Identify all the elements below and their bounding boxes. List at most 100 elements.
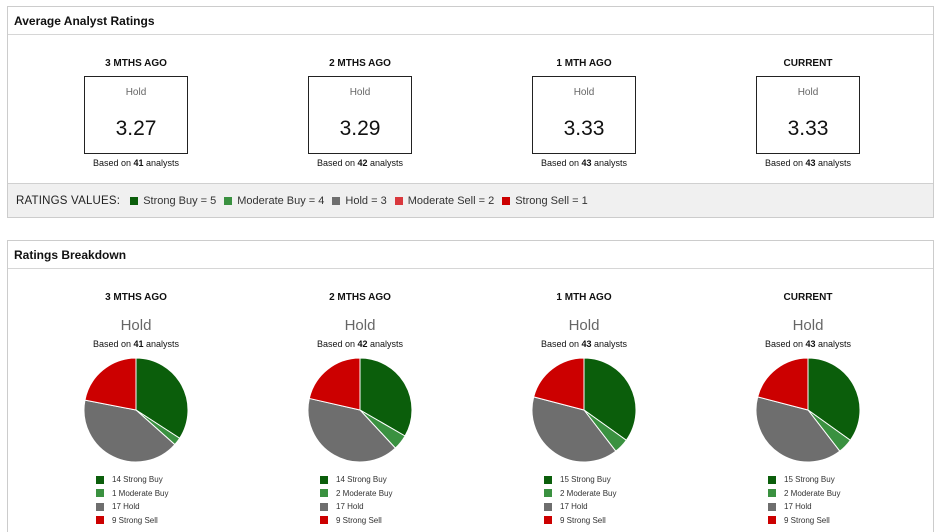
pie-slice-strong-sell bbox=[533, 357, 585, 411]
rating-label: Hold bbox=[349, 87, 371, 98]
rating-box: Hold 3.27 bbox=[84, 76, 188, 154]
ratings-values-legend: RATINGS VALUES: Strong Buy = 5 Moderate … bbox=[8, 183, 933, 217]
pie-slice-strong-sell bbox=[308, 357, 361, 411]
breakdown-rating: Hold bbox=[344, 317, 376, 334]
analyst-count-text: Based on 41 analysts bbox=[92, 158, 180, 168]
period-title: 3 MTHS AGO bbox=[105, 58, 167, 69]
pie-legend-item-strong-buy: 14 Strong Buy bbox=[96, 473, 186, 487]
rating-value: 3.33 bbox=[787, 117, 829, 140]
swatch bbox=[502, 196, 511, 205]
pie-legend-item-moderate-buy: 2 Moderate Buy bbox=[768, 487, 858, 501]
pie-legend-item-hold: 17 Hold bbox=[544, 500, 634, 514]
swatch bbox=[320, 516, 328, 525]
breakdown-column-2-months: 2 MTHS AGO Hold Based on 42 analysts 14 … bbox=[270, 291, 450, 527]
pie-legend: 15 Strong Buy 2 Moderate Buy 17 Hold 9 Stro… bbox=[768, 473, 858, 527]
legend-item-moderate-sell: Moderate Sell = 2 bbox=[394, 195, 494, 207]
pie-legend: 15 Strong Buy 2 Moderate Buy 17 Hold 9 Stro… bbox=[544, 473, 634, 527]
legend-label: 17 Hold bbox=[784, 502, 812, 512]
legend-label: 17 Hold bbox=[112, 502, 140, 512]
pie-chart bbox=[755, 357, 861, 463]
analyst-count-text: Based on 43 analysts bbox=[764, 158, 852, 168]
legend-label: 9 Strong Sell bbox=[560, 515, 606, 525]
pie-slice-hold bbox=[531, 396, 617, 463]
analyst-count-text: Based on 42 analysts bbox=[316, 339, 404, 349]
pie-slice-hold bbox=[83, 399, 176, 463]
swatch bbox=[544, 502, 552, 511]
rating-label: Hold bbox=[573, 87, 595, 98]
swatch bbox=[96, 489, 104, 498]
analyst-count-text: Based on 43 analysts bbox=[764, 339, 852, 349]
swatch bbox=[96, 475, 104, 484]
pie-legend-item-strong-sell: 9 Strong Sell bbox=[544, 514, 634, 528]
pie-slice-strong-sell bbox=[84, 357, 137, 411]
rating-label: Hold bbox=[125, 87, 147, 98]
period-title: 1 MTH AGO bbox=[556, 292, 612, 303]
breakdown-rating: Hold bbox=[792, 317, 824, 334]
pie-legend-item-moderate-buy: 2 Moderate Buy bbox=[544, 487, 634, 501]
pie-legend: 14 Strong Buy 1 Moderate Buy 17 Hold 9 Stro… bbox=[96, 473, 186, 527]
swatch bbox=[96, 516, 104, 525]
swatch bbox=[332, 196, 341, 205]
breakdown-column-3-months: 3 MTHS AGO Hold Based on 41 analysts 14 … bbox=[46, 291, 226, 527]
swatch bbox=[96, 502, 104, 511]
pie-slice-strong-buy bbox=[583, 357, 637, 441]
avg-column-3-months: 3 MTHS AGO Hold 3.27 Based on 41 analyst… bbox=[46, 57, 226, 168]
period-title: CURRENT bbox=[783, 58, 833, 69]
pie-legend-item-hold: 17 Hold bbox=[320, 500, 410, 514]
breakdown-rating: Hold bbox=[568, 317, 600, 334]
analyst-count-text: Based on 41 analysts bbox=[92, 339, 180, 349]
swatch bbox=[768, 475, 776, 484]
pie-legend-item-hold: 17 Hold bbox=[768, 500, 858, 514]
pie-legend-item-strong-sell: 9 Strong Sell bbox=[96, 514, 186, 528]
legend-label: 9 Strong Sell bbox=[112, 515, 158, 525]
rating-value: 3.27 bbox=[115, 117, 157, 140]
legend-label: 15 Strong Buy bbox=[560, 475, 611, 485]
swatch bbox=[394, 196, 403, 205]
legend-label: 9 Strong Sell bbox=[784, 515, 830, 525]
swatch bbox=[768, 489, 776, 498]
period-title: 1 MTH AGO bbox=[556, 58, 612, 69]
legend-label: 15 Strong Buy bbox=[784, 475, 835, 485]
swatch bbox=[320, 489, 328, 498]
pie-legend-item-strong-buy: 15 Strong Buy bbox=[768, 473, 858, 487]
rating-label: Hold bbox=[797, 87, 819, 98]
legend-label: 2 Moderate Buy bbox=[336, 488, 393, 498]
breakdown-column-1-month: 1 MTH AGO Hold Based on 43 analysts 15 S… bbox=[494, 291, 674, 527]
pie-chart bbox=[307, 357, 413, 463]
swatch bbox=[768, 502, 776, 511]
legend-label: 17 Hold bbox=[560, 502, 588, 512]
period-title: 2 MTHS AGO bbox=[329, 292, 391, 303]
pie-legend-item-strong-buy: 14 Strong Buy bbox=[320, 473, 410, 487]
legend-label: 17 Hold bbox=[336, 502, 364, 512]
average-ratings-title: Average Analyst Ratings bbox=[8, 7, 933, 35]
pie-legend-item-strong-buy: 15 Strong Buy bbox=[544, 473, 634, 487]
pie-chart bbox=[531, 357, 637, 463]
pie-slice-strong-buy bbox=[359, 357, 413, 437]
avg-column-2-months: 2 MTHS AGO Hold 3.29 Based on 42 analyst… bbox=[270, 57, 450, 168]
rating-value: 3.33 bbox=[563, 117, 605, 140]
legend-label: 1 Moderate Buy bbox=[112, 488, 169, 498]
period-title: 3 MTHS AGO bbox=[105, 292, 167, 303]
breakdown-rating: Hold bbox=[120, 317, 152, 334]
pie-slice-strong-buy bbox=[807, 357, 861, 441]
pie-legend-item-moderate-buy: 2 Moderate Buy bbox=[320, 487, 410, 501]
legend-label: 2 Moderate Buy bbox=[560, 488, 617, 498]
ratings-breakdown-panel: Ratings Breakdown 3 MTHS AGO Hold Based … bbox=[7, 240, 934, 532]
average-ratings-panel: Average Analyst Ratings 3 MTHS AGO Hold … bbox=[7, 6, 934, 218]
swatch bbox=[320, 475, 328, 484]
swatch bbox=[544, 489, 552, 498]
legend-label: 2 Moderate Buy bbox=[784, 488, 841, 498]
pie-slice-strong-sell bbox=[757, 357, 809, 411]
pie-legend: 14 Strong Buy 2 Moderate Buy 17 Hold 9 Stro… bbox=[320, 473, 410, 527]
ratings-breakdown-title: Ratings Breakdown bbox=[8, 241, 933, 269]
period-title: CURRENT bbox=[783, 292, 833, 303]
analyst-count-text: Based on 43 analysts bbox=[540, 339, 628, 349]
rating-box: Hold 3.33 bbox=[532, 76, 636, 154]
breakdown-column-current: CURRENT Hold Based on 43 analysts 15 Str… bbox=[718, 291, 898, 527]
pie-legend-item-strong-sell: 9 Strong Sell bbox=[320, 514, 410, 528]
swatch bbox=[224, 196, 233, 205]
legend-item-strong-sell: Strong Sell = 1 bbox=[502, 195, 588, 207]
pie-legend-item-hold: 17 Hold bbox=[96, 500, 186, 514]
pie-slice-hold bbox=[755, 396, 841, 463]
legend-label: 14 Strong Buy bbox=[112, 475, 163, 485]
